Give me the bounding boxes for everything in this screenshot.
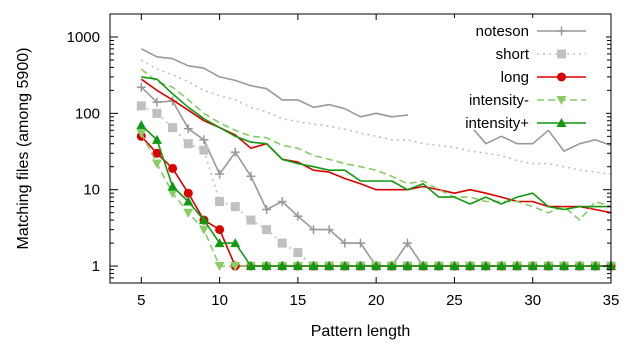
legend-label-intensity-plus: intensity+ [465,115,529,132]
data-point-intensity [151,159,162,169]
data-point-short [230,202,240,212]
data-point-intensity [167,189,178,199]
data-point-intensity-plus [167,181,178,191]
data-point-intensity [183,208,194,218]
y-axis-title: Matching files (among 5900) [15,48,32,250]
data-point-long [215,225,225,235]
y-tick-label: 10 [83,182,100,199]
data-point-intensity-plus [339,261,350,271]
data-point-noteson [293,211,303,221]
data-point-short [168,123,178,133]
data-point-intensity-plus [261,261,272,271]
data-point-short [136,101,146,111]
data-point-intensity-plus [308,261,319,271]
legend-label-noteson: noteson [476,23,529,40]
data-point-noteson [262,205,272,215]
y-tick-label: 1000 [67,29,100,46]
data-point-long [183,188,193,198]
data-point-intensity-plus [245,261,256,271]
data-point-intensity [198,225,209,235]
data-point-intensity-plus [230,238,241,248]
data-point-short [277,238,287,248]
series-line-intensity-plus-min [140,124,611,267]
x-tick-label: 25 [446,292,463,309]
y-tick-label: 100 [75,105,100,122]
data-point-noteson [402,238,412,248]
data-point-intensity-plus [198,215,209,225]
data-point-intensity-plus [543,261,554,271]
data-point-intensity-plus [214,238,225,248]
data-point-noteson [340,238,350,248]
data-point-intensity-plus [590,261,601,271]
data-point-noteson [215,169,225,179]
legend-background [408,18,606,130]
data-point-intensity-plus [512,261,523,271]
series-line-short-max [140,59,612,175]
data-point-intensity-plus [183,196,194,206]
data-point-short [262,225,272,235]
data-point-noteson [324,225,334,235]
plot-frame [109,13,612,284]
series-line-intensity-plus-max [141,76,611,211]
data-point-intensity [214,262,225,272]
data-point-intensity-plus [355,261,366,271]
legend-label-short: short [496,46,530,63]
data-point-intensity-plus [418,261,429,271]
data-point-intensity-plus [449,261,460,271]
data-point-intensity [230,262,241,272]
data-point-short [215,197,225,207]
legend-marker-intensity-plus [556,118,567,127]
legend-marker-short [557,49,566,59]
legend-marker-long [557,72,566,82]
data-point-intensity-plus [136,120,147,130]
y-tick-label: 1 [92,258,100,275]
data-point-intensity-plus [574,261,585,271]
x-tick-label: 5 [137,292,145,309]
series-line-noteson-max [140,48,612,152]
legend-label-long: long [501,69,529,86]
data-point-short [199,145,209,155]
x-axis-title: Pattern length [311,323,411,340]
data-point-noteson [152,97,162,107]
data-point-noteson [309,225,319,235]
data-point-intensity-plus [277,261,288,271]
data-point-intensity-plus [527,261,538,271]
data-point-noteson [356,238,365,248]
data-point-intensity-plus [371,261,382,271]
data-point-intensity-plus [151,134,162,144]
data-point-intensity-plus [559,261,570,271]
data-point-intensity-plus [324,261,335,271]
data-point-noteson [246,171,256,181]
x-tick-label: 20 [368,292,385,309]
data-point-short [293,248,303,258]
data-point-intensity-plus [496,261,507,271]
data-point-intensity-plus [402,261,413,271]
data-point-short [183,139,193,149]
data-point-short [152,108,162,118]
data-point-noteson [183,124,193,134]
data-point-intensity-plus [465,261,476,271]
ticks-layer: 5 10 15 20 25 30 35 1 10 100 1000 [67,14,620,309]
data-point-noteson [136,82,146,92]
legend: noteson short long intensity-intensity+ [408,18,606,132]
x-tick-label: 35 [603,292,620,309]
legend-label-intensity: intensity- [469,92,529,109]
legend-marker-intensity [556,96,567,105]
data-point-noteson [199,135,209,145]
data-point-intensity-plus [433,261,444,271]
x-tick-label: 30 [524,292,541,309]
data-point-intensity-plus [480,261,491,271]
legend-marker-noteson [557,26,566,36]
data-point-intensity [136,129,147,139]
data-point-noteson [230,147,240,157]
data-point-noteson [277,197,287,207]
data-point-intensity-plus [292,261,303,271]
data-point-short [246,215,256,225]
x-tick-label: 15 [290,292,307,309]
data-point-long [152,148,162,158]
x-tick-label: 10 [211,292,228,309]
data-point-long [168,163,178,173]
data-point-intensity-plus [386,261,397,271]
